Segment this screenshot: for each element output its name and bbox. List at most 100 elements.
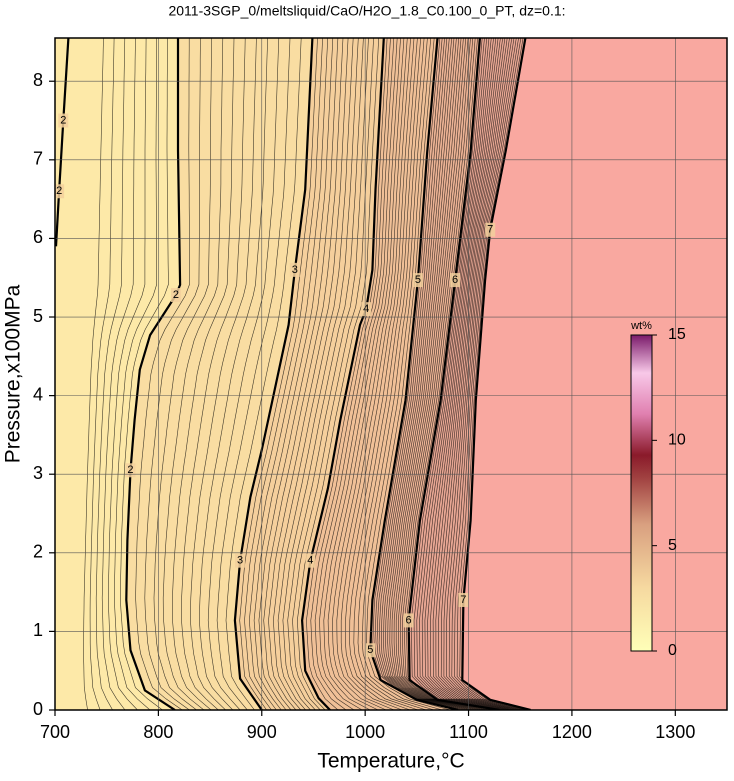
y-tick-label: 3 bbox=[33, 463, 43, 483]
minor-contour bbox=[395, 38, 486, 710]
minor-contour bbox=[440, 38, 519, 710]
minor-contour bbox=[225, 38, 302, 710]
minor-contour bbox=[374, 38, 463, 710]
minor-contour bbox=[253, 38, 334, 710]
minor-contour bbox=[438, 38, 517, 710]
plot-area: 2 2 2 2 3 3 4 4 5 5 6 6 7 7 bbox=[55, 38, 727, 710]
y-tick-label: 1 bbox=[33, 620, 43, 640]
contour-line bbox=[55, 38, 70, 247]
y-tick-label: 6 bbox=[33, 227, 43, 247]
minor-contour bbox=[435, 38, 516, 710]
contour-label: 2 bbox=[173, 289, 179, 301]
contour-label-bg bbox=[305, 553, 316, 568]
contour-label: 7 bbox=[487, 224, 493, 236]
contour-label-bg bbox=[289, 262, 300, 277]
minor-contour bbox=[107, 38, 147, 710]
minor-contour bbox=[207, 38, 280, 710]
contour-label: 2 bbox=[56, 185, 62, 197]
contour-fill bbox=[462, 38, 727, 710]
minor-contour bbox=[310, 38, 391, 710]
minor-contour bbox=[190, 38, 257, 710]
contour-line bbox=[461, 38, 531, 710]
contour-label: 2 bbox=[127, 464, 133, 476]
colorbar bbox=[630, 334, 653, 652]
x-tick-label: 1200 bbox=[552, 722, 592, 742]
contour-label-bg bbox=[458, 592, 469, 607]
minor-contour bbox=[248, 38, 328, 710]
minor-contour bbox=[113, 38, 158, 710]
minor-contour bbox=[162, 38, 224, 710]
minor-contour bbox=[306, 38, 388, 710]
x-tick-label: 700 bbox=[40, 722, 70, 742]
contour-label: 5 bbox=[367, 644, 373, 656]
overlay: 700 800 900 1000 1100 1200 1300 0 1 2 3 4 5 6 7 8 wt% 0 5 1… bbox=[33, 37, 728, 742]
chart-title: 2011-3SGP_0/meltsliquid/CaO/H2O_1.8_C0.1… bbox=[168, 3, 565, 19]
y-tick-label: 0 bbox=[33, 699, 43, 719]
contour-label-bg bbox=[235, 553, 246, 568]
minor-contour bbox=[323, 38, 401, 710]
minor-contour bbox=[361, 38, 443, 710]
minor-contour bbox=[244, 38, 323, 710]
y-tick-label: 5 bbox=[33, 306, 43, 326]
minor-contour bbox=[314, 38, 395, 710]
contour-label-bg bbox=[55, 184, 65, 199]
minor-contour bbox=[282, 38, 364, 710]
minor-contour bbox=[153, 38, 212, 710]
minor-contour bbox=[272, 38, 354, 710]
contour-label-bg bbox=[412, 273, 423, 288]
contour-label-bg bbox=[170, 288, 181, 303]
minor-contour bbox=[456, 38, 528, 710]
minor-contour bbox=[399, 38, 491, 710]
contour-line bbox=[233, 38, 314, 710]
contour-label: 2 bbox=[60, 114, 66, 126]
minor-contour bbox=[398, 38, 489, 710]
minor-contour bbox=[421, 38, 508, 710]
minor-contour bbox=[327, 38, 405, 710]
minor-contour bbox=[336, 38, 411, 710]
contour-line bbox=[369, 38, 459, 710]
minor-contour bbox=[378, 38, 468, 710]
minor-contour bbox=[119, 38, 169, 710]
colorbar-tick-label: 5 bbox=[668, 537, 677, 554]
contour-line bbox=[125, 38, 182, 710]
contour-label: 6 bbox=[452, 274, 458, 286]
minor-contour bbox=[258, 38, 339, 710]
contour-label: 3 bbox=[292, 264, 298, 276]
minor-contour bbox=[172, 38, 235, 710]
minor-contour bbox=[296, 38, 379, 710]
minor-contour bbox=[287, 38, 369, 710]
minor-contour bbox=[402, 38, 493, 710]
minor-contour bbox=[454, 38, 526, 710]
contour-label: 7 bbox=[460, 594, 466, 606]
x-tick-label: 800 bbox=[143, 722, 173, 742]
colorbar-tick-label: 15 bbox=[668, 326, 686, 343]
colorbar-label: wt% bbox=[630, 320, 652, 332]
contour-label-bg bbox=[403, 613, 414, 628]
x-tick-label: 1300 bbox=[655, 722, 695, 742]
minor-contour bbox=[319, 38, 398, 710]
minor-contour bbox=[95, 38, 126, 710]
plot-frame bbox=[54, 37, 728, 711]
x-axis-label: Temperature,°C bbox=[317, 750, 464, 773]
minor-contour bbox=[391, 38, 482, 710]
minor-contour bbox=[430, 38, 513, 710]
minor-contour bbox=[448, 38, 523, 710]
minor-contour bbox=[387, 38, 477, 710]
minor-contour bbox=[389, 38, 479, 710]
contour-label-bg bbox=[365, 643, 376, 658]
minor-contour bbox=[372, 38, 461, 710]
minor-contour bbox=[383, 38, 473, 710]
minor-contour bbox=[263, 38, 344, 710]
contour-line bbox=[300, 38, 385, 710]
minor-contour bbox=[345, 38, 418, 710]
contour-label: 4 bbox=[363, 303, 369, 315]
minor-contour bbox=[83, 38, 104, 710]
minor-contour bbox=[340, 38, 415, 710]
minor-contour bbox=[135, 38, 190, 710]
minor-contour bbox=[413, 38, 503, 710]
minor-contour bbox=[101, 38, 136, 710]
minor-contour bbox=[144, 38, 201, 710]
minor-contour bbox=[416, 38, 505, 710]
